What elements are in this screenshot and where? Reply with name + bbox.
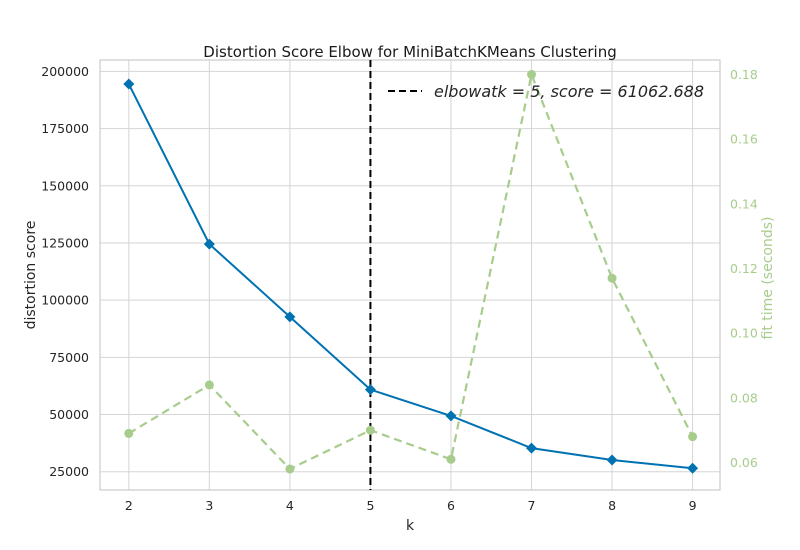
x-tick-label: 4 [286,498,294,513]
distortion-point [526,442,538,454]
fit-time-point [446,454,456,464]
x-tick-label: 8 [608,498,616,513]
y2-tick-label: 0.12 [730,261,758,276]
fit-time-point [365,425,375,435]
y-tick-label: 175000 [41,121,89,136]
distortion-line [127,83,693,470]
axis-ticks: 2 3 4 5 6 7 8 9 25000 50000 75000 100000 125000 15000… [41,64,758,513]
x-axis-label: k [406,518,415,534]
y-tick-label: 100000 [41,293,89,308]
y-tick-label: 75000 [49,350,89,365]
distortion-point [687,462,699,474]
chart-title: Distortion Score Elbow for MiniBatchKMea… [203,43,616,61]
x-tick-label: 5 [366,498,374,513]
markers [123,70,699,474]
y-axis-label: distortion score [23,221,39,330]
y2-tick-label: 0.18 [730,67,758,82]
x-tick-label: 3 [205,498,213,513]
fit-time-point [607,273,617,283]
y2-axis-label: fit time (seconds) [760,217,776,340]
legend: elbowatk = 5, score = 61062.688 [388,82,704,101]
distortion-point [364,384,376,396]
x-tick-label: 2 [125,498,133,513]
y-tick-label: 50000 [49,407,89,422]
legend-elbow-label: elbowatk = 5, score = 61062.688 [434,82,704,101]
y-tick-label: 25000 [49,464,89,479]
series [127,60,694,490]
y-tick-label: 150000 [41,178,89,193]
fit-time-point [285,464,295,474]
grid [100,60,720,490]
fit-time-line [128,70,694,471]
fit-time-point [124,428,134,438]
distortion-point [284,311,296,323]
y2-tick-label: 0.14 [730,196,758,211]
fit-time-point [204,380,214,390]
x-tick-label: 6 [447,498,455,513]
y2-tick-label: 0.16 [730,132,758,147]
distortion-point [445,410,457,422]
y-tick-label: 200000 [41,64,89,79]
y2-tick-label: 0.10 [730,326,758,341]
x-tick-label: 7 [528,498,536,513]
distortion-point [123,78,135,90]
distortion-point [203,238,215,250]
fit-time-point [527,70,537,80]
distortion-point [606,454,618,466]
y-tick-label: 125000 [41,235,89,250]
fit-time-point [688,432,698,442]
y2-tick-label: 0.08 [730,390,758,405]
y2-tick-label: 0.06 [730,455,758,470]
plot-frame [99,59,721,491]
x-tick-label: 9 [689,498,697,513]
